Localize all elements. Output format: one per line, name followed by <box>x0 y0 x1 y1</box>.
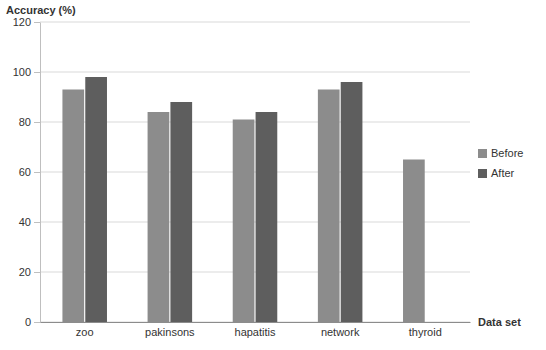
x-tick-label: hapatitis <box>235 326 276 338</box>
x-axis-line <box>41 322 471 323</box>
y-tick-label: 100 <box>13 66 31 78</box>
bar <box>62 90 84 323</box>
x-tick: network <box>321 322 360 338</box>
x-tick-label: thyroid <box>409 326 442 338</box>
bar <box>403 160 425 323</box>
y-tick-mark <box>34 222 40 223</box>
x-tick-label: network <box>321 326 360 338</box>
y-axis-title: Accuracy (%) <box>6 4 76 16</box>
bar <box>148 112 170 322</box>
grid <box>40 22 470 322</box>
y-tick: 40 <box>19 216 40 228</box>
x-tick: hapatitis <box>235 322 276 338</box>
y-tick-mark <box>34 322 40 323</box>
bar <box>233 120 255 323</box>
legend-item: After <box>478 167 515 179</box>
bar <box>85 77 107 322</box>
y-tick-mark <box>34 272 40 273</box>
legend: Before After <box>478 147 523 179</box>
grid-line <box>40 22 470 23</box>
y-tick-label: 60 <box>19 166 31 178</box>
y-tick: 20 <box>19 266 40 278</box>
y-tick-label: 20 <box>19 266 31 278</box>
plot: 0 20 40 60 80 100 120 zoo pakinsons hapatitis netw… <box>13 16 471 338</box>
bar <box>256 112 278 322</box>
y-tick-mark <box>34 72 40 73</box>
x-tick-label: pakinsons <box>145 326 195 338</box>
x-tick-label: zoo <box>76 326 94 338</box>
x-tick: zoo <box>76 322 94 338</box>
x-tick: thyroid <box>409 322 442 338</box>
x-axis: zoo pakinsons hapatitis network thyroid <box>41 322 471 338</box>
bar <box>170 102 192 322</box>
y-axis-line <box>40 23 41 323</box>
y-tick-label: 80 <box>19 116 31 128</box>
chart: 0 20 40 60 80 100 120 zoo pakinsons hapatitis netw… <box>0 0 546 350</box>
series <box>85 77 362 322</box>
legend-label: Before <box>491 147 523 159</box>
x-tick: pakinsons <box>145 322 195 338</box>
y-tick: 120 <box>13 16 40 28</box>
y-axis: 0 20 40 60 80 100 120 <box>13 16 41 328</box>
legend-swatch <box>478 169 487 178</box>
y-tick-mark <box>34 22 40 23</box>
series <box>62 90 424 323</box>
bar <box>341 82 363 322</box>
y-tick: 100 <box>13 66 40 78</box>
y-tick: 0 <box>25 316 40 328</box>
legend-swatch <box>478 149 487 158</box>
legend-item: Before <box>478 147 523 159</box>
x-axis-title: Data set <box>478 316 521 328</box>
y-tick-label: 120 <box>13 16 31 28</box>
bars <box>62 77 424 322</box>
bar <box>318 90 340 323</box>
legend-label: After <box>491 167 515 179</box>
y-tick-mark <box>34 122 40 123</box>
y-tick-label: 0 <box>25 316 31 328</box>
y-tick: 60 <box>19 166 40 178</box>
y-tick-mark <box>34 172 40 173</box>
grid-line <box>40 72 470 73</box>
y-tick: 80 <box>19 116 40 128</box>
y-tick-label: 40 <box>19 216 31 228</box>
